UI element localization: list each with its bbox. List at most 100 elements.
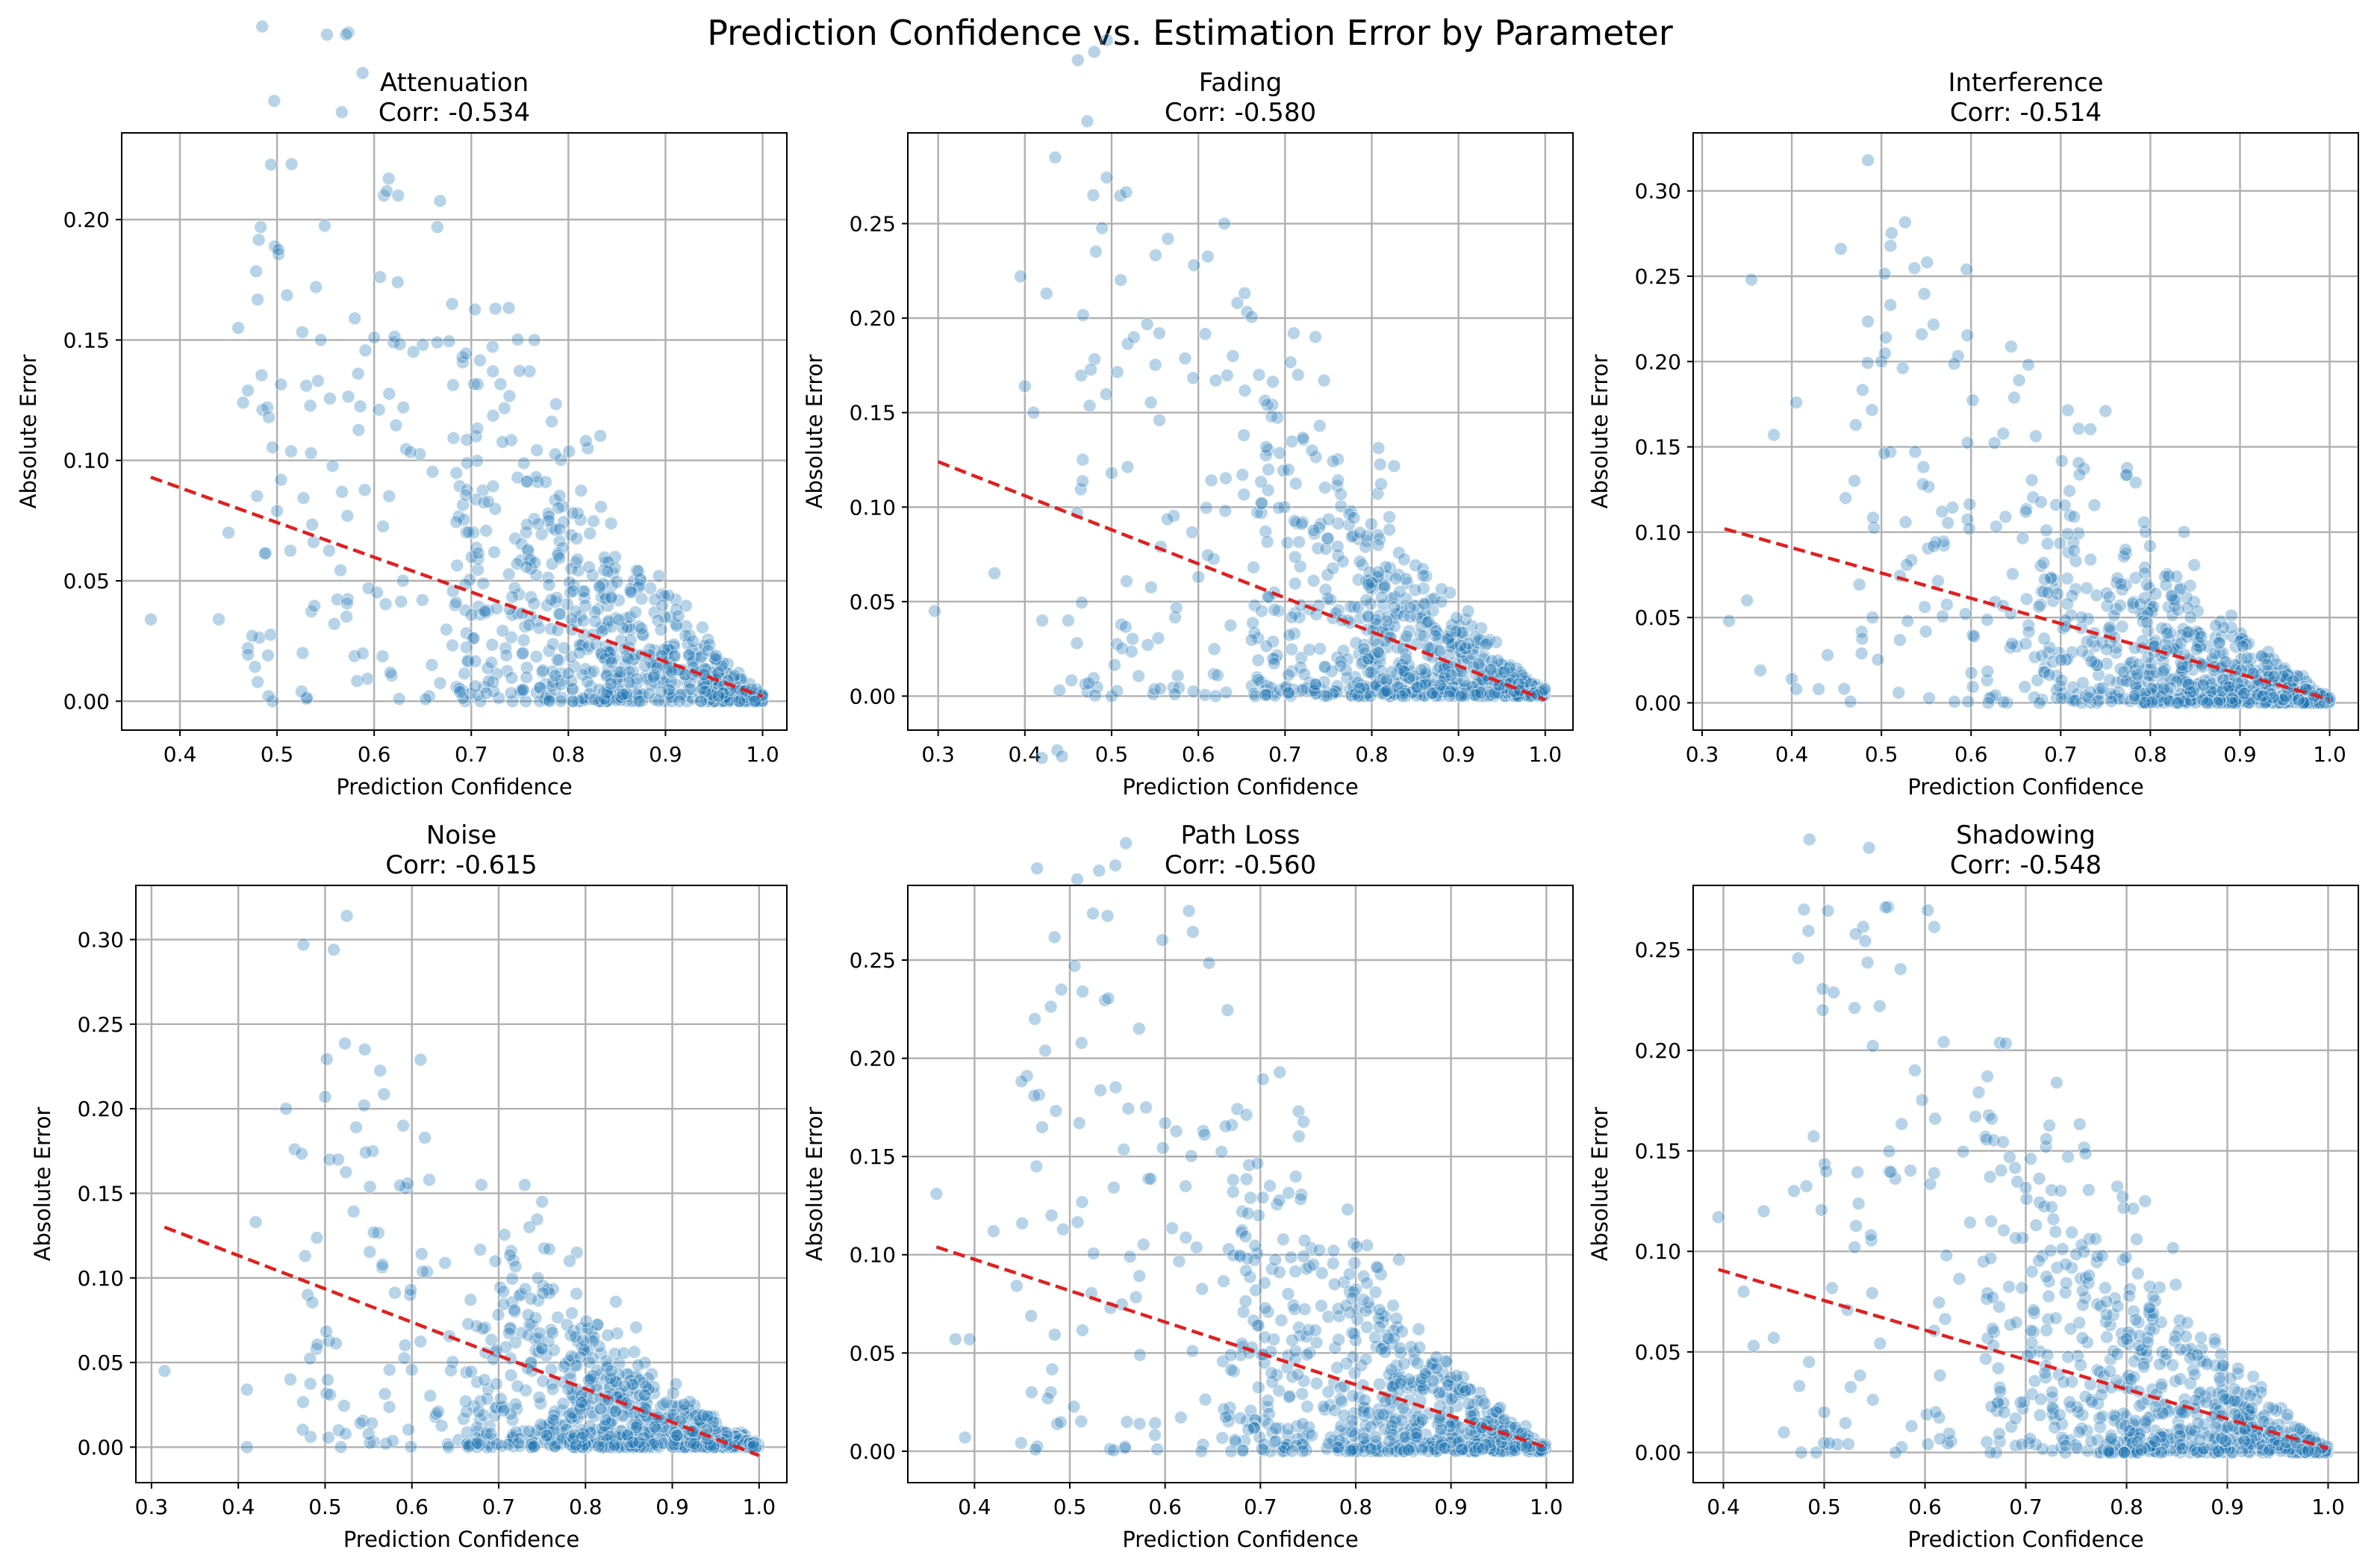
scatter-point bbox=[1345, 1443, 1359, 1457]
scatter-point bbox=[1035, 751, 1049, 765]
scatter-point bbox=[1434, 1422, 1448, 1436]
scatter-point bbox=[1252, 367, 1266, 382]
y-tick-label: 0.00 bbox=[850, 684, 896, 708]
scatter-point bbox=[2137, 566, 2152, 580]
scatter-point bbox=[1337, 1408, 1351, 1422]
scatter-point bbox=[1258, 1301, 1272, 1315]
scatter-point bbox=[1283, 1389, 1297, 1404]
scatter-point bbox=[2084, 1434, 2099, 1448]
scatter-point bbox=[1984, 1214, 1999, 1228]
scatter-point bbox=[1392, 585, 1407, 599]
scatter-point bbox=[1265, 375, 1280, 389]
scatter-point bbox=[616, 688, 630, 702]
scatter-point bbox=[502, 1248, 517, 1262]
scatter-point bbox=[2160, 626, 2174, 641]
scatter-point bbox=[274, 377, 288, 392]
scatter-point bbox=[379, 597, 393, 611]
scatter-point bbox=[1288, 550, 1302, 564]
scatter-point bbox=[1997, 1405, 2011, 1419]
scatter-point bbox=[1900, 558, 1914, 572]
scatter-point bbox=[1297, 1115, 1311, 1129]
scatter-point bbox=[1984, 1251, 1998, 1265]
scatter-point bbox=[617, 1379, 632, 1393]
scatter-point bbox=[1271, 501, 1286, 515]
scatter-point bbox=[1251, 1318, 1265, 1333]
scatter-point bbox=[464, 608, 479, 622]
scatter-point bbox=[254, 219, 268, 234]
scatter-point bbox=[1827, 985, 1841, 1000]
scatter-point bbox=[1093, 1083, 1108, 1097]
scatter-point bbox=[320, 28, 334, 42]
scatter-point bbox=[2019, 637, 2033, 651]
scatter-point bbox=[2208, 1336, 2222, 1350]
scatter-point bbox=[334, 485, 349, 499]
scatter-point bbox=[1298, 1233, 1312, 1247]
scatter-point bbox=[2113, 577, 2128, 591]
scatter-point bbox=[1140, 317, 1154, 331]
y-axis-label: Absolute Error bbox=[802, 1107, 827, 1262]
scatter-point bbox=[1797, 903, 1811, 917]
scatter-point bbox=[2026, 1303, 2041, 1317]
scatter-point bbox=[586, 514, 601, 529]
scatter-point bbox=[1841, 1437, 1856, 1451]
scatter-point bbox=[1434, 594, 1448, 608]
scatter-point bbox=[1216, 1274, 1231, 1289]
scatter-point bbox=[2039, 523, 2054, 538]
scatter-point bbox=[433, 676, 447, 691]
scatter-point bbox=[1171, 669, 1185, 683]
scatter-point bbox=[323, 391, 337, 405]
scatter-point bbox=[350, 674, 364, 688]
scatter-point bbox=[1317, 373, 1331, 387]
scatter-point bbox=[361, 672, 375, 686]
scatter-point bbox=[327, 617, 341, 631]
scatter-point bbox=[2281, 1407, 2295, 1421]
scatter-point bbox=[1261, 1393, 1275, 1408]
scatter-point bbox=[1185, 525, 1200, 540]
scatter-point bbox=[255, 19, 270, 34]
scatter-point bbox=[486, 1352, 500, 1366]
scatter-point bbox=[583, 1371, 598, 1386]
scatter-point bbox=[2190, 642, 2204, 656]
scatter-point bbox=[1339, 1298, 1353, 1313]
scatter-point bbox=[1904, 1419, 1919, 1433]
scatter-point bbox=[1479, 638, 1493, 652]
scatter-point bbox=[570, 1359, 584, 1373]
scatter-point bbox=[240, 1383, 254, 1397]
scatter-point bbox=[1878, 900, 1893, 915]
scatter-point bbox=[283, 543, 298, 558]
scatter-point bbox=[496, 623, 510, 638]
scatter-point bbox=[1928, 1112, 1943, 1126]
scatter-point bbox=[485, 655, 499, 670]
scatter-point bbox=[1444, 668, 1458, 682]
scatter-point bbox=[1884, 239, 1898, 253]
scatter-point bbox=[1198, 1392, 1212, 1406]
scatter-point bbox=[527, 596, 541, 611]
scatter-point bbox=[1244, 310, 1259, 324]
scatter-point bbox=[1075, 474, 1090, 488]
scatter-point bbox=[1980, 613, 1994, 627]
scatter-point bbox=[1433, 678, 1448, 692]
scatter-point bbox=[2060, 527, 2075, 541]
scatter-point bbox=[370, 585, 384, 599]
scatter-point bbox=[573, 646, 587, 660]
scatter-point bbox=[502, 389, 517, 403]
scatter-point bbox=[1471, 657, 1486, 671]
scatter-point bbox=[1104, 466, 1119, 480]
scatter-point bbox=[1454, 689, 1468, 703]
scatter-point bbox=[1106, 1180, 1121, 1194]
y-tick-label: 0.25 bbox=[850, 212, 896, 237]
scatter-point bbox=[341, 390, 355, 404]
scatter-point bbox=[1288, 1265, 1303, 1279]
y-tick-label: 0.20 bbox=[63, 208, 110, 232]
scatter-point bbox=[470, 563, 485, 577]
scatter-point bbox=[1353, 681, 1367, 695]
scatter-point bbox=[1392, 1253, 1406, 1267]
scatter-point bbox=[361, 1427, 376, 1441]
scatter-point bbox=[1187, 258, 1201, 272]
scatter-point bbox=[1258, 1330, 1272, 1345]
scatter-point bbox=[1204, 473, 1218, 487]
scatter-point bbox=[1038, 1044, 1053, 1058]
scatter-point bbox=[1224, 1444, 1239, 1458]
scatter-point bbox=[1308, 1323, 1322, 1338]
